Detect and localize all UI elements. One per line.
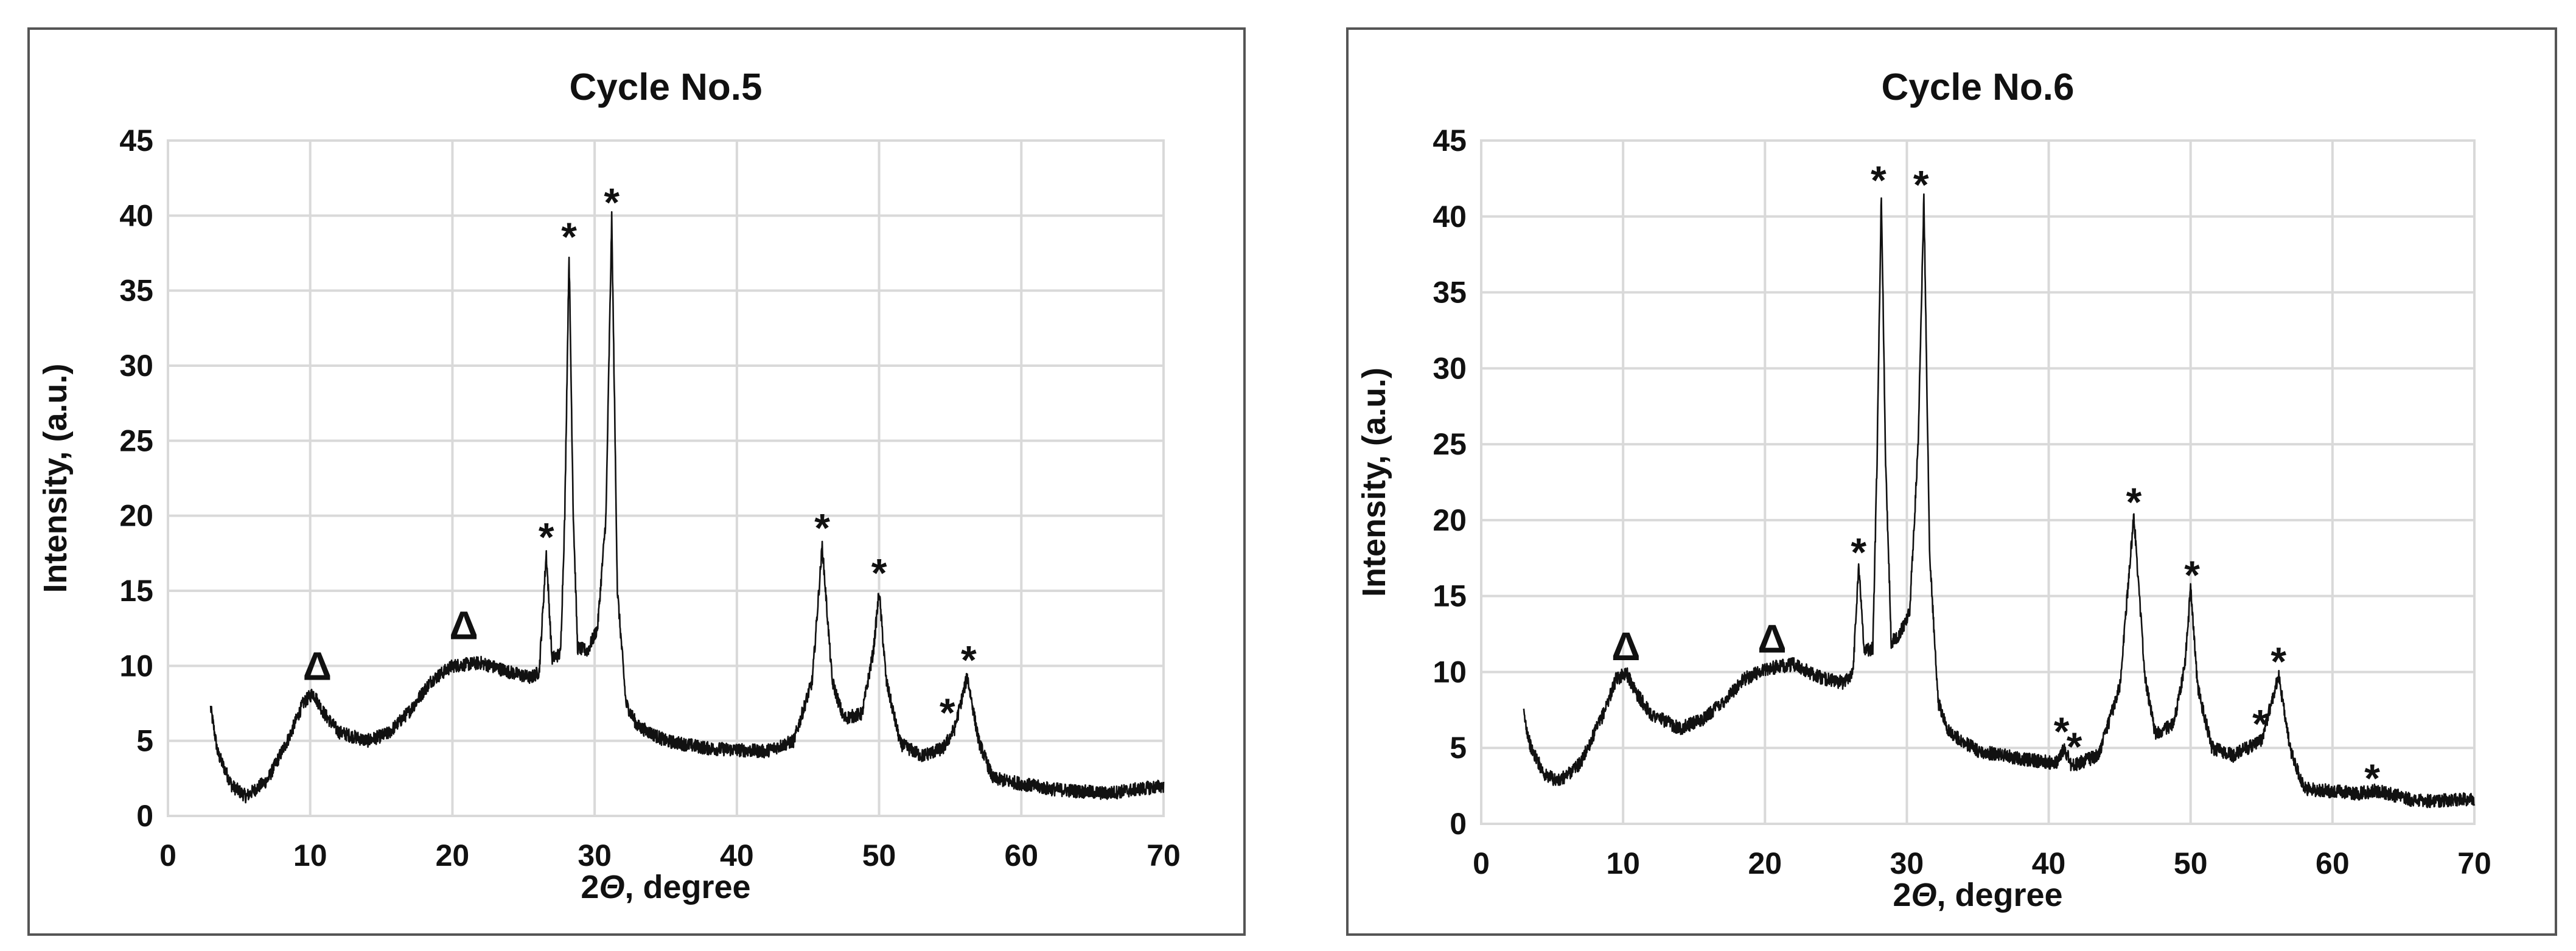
x-axis-label-prefix: 2 [581,869,599,905]
peak-marker-asterisk: * [1851,529,1866,574]
x-tick-label: 70 [2457,846,2491,880]
y-tick-label: 45 [119,124,153,158]
y-tick-label: 0 [136,799,153,833]
peak-marker-asterisk: * [539,514,554,559]
peak-marker-asterisk: * [561,214,577,259]
y-tick-label: 15 [119,574,153,608]
y-tick-label: 5 [1450,731,1467,765]
x-axis-label-symbol: Θ [1911,877,1936,913]
y-tick-label: 10 [1433,655,1467,689]
peak-marker-delta: Δ [1757,616,1786,661]
x-tick-label: 60 [2316,846,2350,880]
chart-title: Cycle No.6 [1881,66,2074,108]
plot-area [1480,139,2476,825]
y-tick-label: 35 [1433,276,1467,310]
x-tick-label: 0 [159,838,176,873]
x-tick-label: 30 [578,838,612,873]
peak-marker-asterisk: * [961,638,977,683]
diffraction-pattern-line [1523,193,2476,809]
chart-cycle-6: Cycle No.6 0 10 20 30 40 50 60 70 0 5 10 15 20 25 30 35 4… [1356,66,2491,913]
peak-marker-asterisk: * [2252,701,2268,746]
x-tick-label: 60 [1004,838,1038,873]
peak-marker-delta: Δ [1611,624,1640,669]
peak-marker-asterisk: * [2364,756,2380,801]
x-tick-label: 20 [1748,846,1782,880]
chart-panel-cycle-5: Cycle No.5 0 10 20 30 40 50 60 70 0 5 10 15 20 25 30 35 4… [27,27,1246,936]
x-tick-label: 10 [293,838,327,873]
y-tick-label: 25 [119,423,153,458]
x-axis-label: 2Θ, degree [1893,877,2062,913]
y-tick-label: 30 [1433,351,1467,385]
x-tick-label: 10 [1606,846,1640,880]
peak-marker-asterisk: * [1871,158,1887,203]
y-tick-label: 25 [1433,427,1467,461]
x-tick-label: 20 [436,838,470,873]
y-tick-label: 45 [1433,124,1467,158]
peak-marker-asterisk: * [2067,724,2082,769]
y-tick-label: 20 [1433,503,1467,537]
y-axis-label: Intensity, (a.u.) [1356,368,1392,597]
peak-marker-asterisk: * [2126,479,2142,524]
x-axis-label-symbol: Θ [599,869,624,905]
y-axis-label: Intensity, (a.u.) [37,363,74,593]
peak-marker-asterisk: * [940,690,955,735]
x-axis-label-suffix: , degree [1936,877,2062,913]
y-tick-label: 40 [1433,200,1467,234]
peak-marker-asterisk: * [2184,552,2200,597]
y-tick-label: 5 [136,724,153,758]
peak-marker-asterisk: * [1913,162,1929,207]
x-axis-label: 2Θ, degree [581,869,750,905]
x-tick-label: 50 [2174,846,2208,880]
peak-marker-asterisk: * [814,506,830,551]
diffraction-pattern-line [209,211,1165,804]
peak-marker-asterisk: * [871,551,887,596]
x-tick-label: 70 [1147,838,1181,873]
x-tick-label: 40 [2032,846,2066,880]
plot-area [167,139,1165,817]
y-tick-label: 0 [1450,807,1467,841]
y-tick-label: 20 [119,499,153,533]
y-tick-label: 40 [119,198,153,232]
y-tick-label: 35 [119,274,153,308]
x-tick-label: 0 [1473,846,1490,880]
chart-cycle-5: Cycle No.5 0 10 20 30 40 50 60 70 0 5 10 15 20 25 30 35 4… [37,66,1181,905]
peak-marker-delta: Δ [449,603,478,648]
x-tick-label: 50 [862,838,896,873]
x-axis-label-prefix: 2 [1893,877,1911,913]
peak-marker-asterisk: * [2054,709,2070,754]
x-axis-label-suffix: , degree [624,869,750,905]
x-tick-label: 40 [720,838,754,873]
y-tick-label: 30 [119,349,153,383]
chart-title: Cycle No.5 [569,66,762,108]
y-tick-label: 10 [119,649,153,683]
x-tick-label: 30 [1890,846,1924,880]
y-tick-label: 15 [1433,579,1467,613]
peak-marker-delta: Δ [303,643,332,688]
peak-marker-asterisk: * [604,179,620,225]
chart-panel-cycle-6: Cycle No.6 0 10 20 30 40 50 60 70 0 5 10 15 20 25 30 35 4… [1346,27,2557,936]
peak-marker-asterisk: * [2271,639,2286,684]
